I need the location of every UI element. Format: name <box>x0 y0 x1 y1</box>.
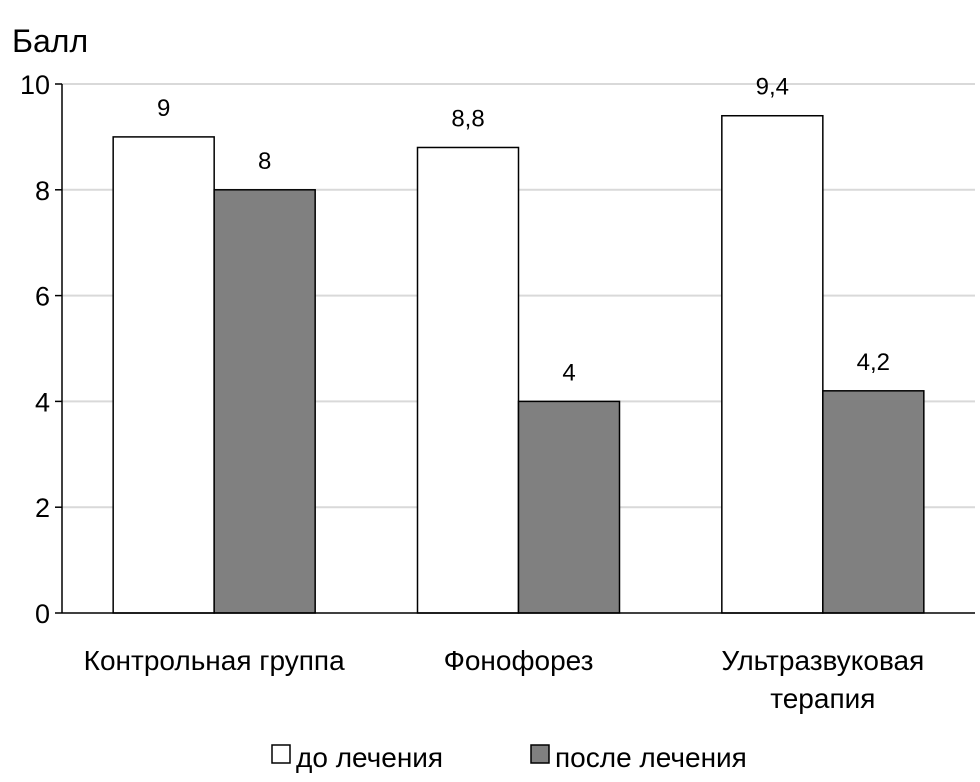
bar <box>822 390 925 614</box>
y-tick-label: 2 <box>35 493 50 523</box>
data-label: 8,8 <box>451 105 484 132</box>
bars <box>62 114 975 614</box>
y-tick-label: 8 <box>35 176 50 206</box>
y-tick-label: 0 <box>35 599 50 629</box>
bar <box>416 146 520 614</box>
category-labels: Контрольная группа Фонофорез Ультразвукова… <box>84 645 925 714</box>
category-label: терапия <box>770 683 875 714</box>
category-label: Ультразвуковая <box>721 645 924 676</box>
legend: до лечения после лечения <box>271 742 747 773</box>
legend-swatch <box>271 744 291 764</box>
y-tick-label: 10 <box>20 70 50 100</box>
legend-swatch <box>530 744 550 764</box>
legend-label: до лечения <box>296 742 443 773</box>
y-axis-label: Балл <box>12 23 88 59</box>
data-label: 4,2 <box>857 349 890 376</box>
data-label: 9,4 <box>756 74 789 101</box>
bar <box>721 114 824 614</box>
y-tick-label: 4 <box>35 387 50 417</box>
category-label: Контрольная группа <box>84 645 345 676</box>
bar <box>213 189 316 614</box>
bar <box>517 400 621 614</box>
legend-label: после лечения <box>555 742 747 773</box>
y-axis: 0 2 4 6 8 10 <box>20 70 63 629</box>
data-label: 9 <box>157 95 170 122</box>
category-label: Фонофорез <box>444 645 594 676</box>
data-labels: 9 8 8,8 4 9,4 4,2 <box>157 74 890 387</box>
bar <box>112 136 215 614</box>
y-tick-label: 6 <box>35 282 50 312</box>
data-label: 4 <box>562 359 575 386</box>
data-label: 8 <box>258 148 271 175</box>
